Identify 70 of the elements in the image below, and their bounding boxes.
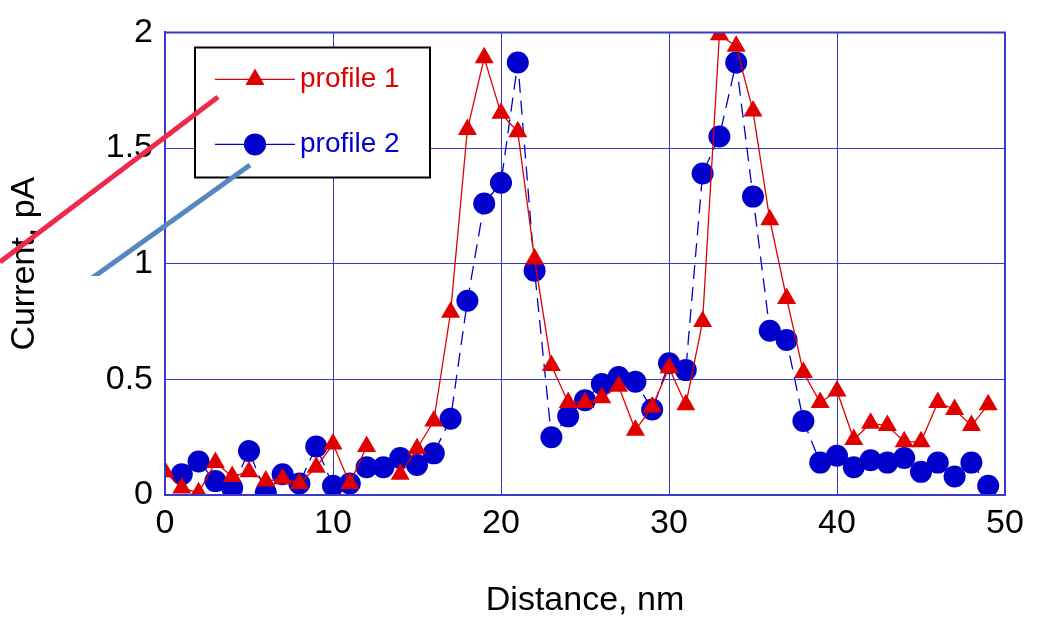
- point: [624, 370, 647, 393]
- point: [861, 412, 881, 429]
- y-tick-label: 1: [134, 242, 153, 281]
- point: [693, 310, 713, 328]
- point: [508, 120, 528, 138]
- point: [928, 391, 948, 408]
- point: [676, 393, 696, 411]
- point: [827, 379, 847, 397]
- point: [187, 450, 210, 473]
- point: [894, 430, 914, 448]
- point: [826, 444, 848, 467]
- point: [424, 409, 444, 427]
- x-tick-label: 30: [650, 501, 688, 540]
- point: [910, 460, 932, 483]
- x-axis-title: Distance, nm: [485, 578, 685, 617]
- x-tick-label: 20: [482, 501, 520, 540]
- legend-label: profile 1: [300, 62, 400, 94]
- point: [960, 451, 983, 474]
- x-tick-label: 50: [986, 501, 1024, 540]
- y-tick-label: 0: [134, 473, 153, 512]
- x-tick-label: 10: [314, 501, 352, 540]
- point: [592, 386, 612, 404]
- y-tick-label: 2: [134, 10, 153, 49]
- point: [977, 474, 1000, 495]
- point: [474, 46, 494, 64]
- point: [760, 208, 780, 226]
- point: [609, 375, 629, 392]
- point: [777, 287, 797, 304]
- point: [390, 463, 410, 480]
- point: [172, 477, 192, 494]
- point: [642, 396, 662, 413]
- point: [943, 465, 966, 488]
- point: [809, 451, 832, 474]
- point: [323, 433, 343, 450]
- legend-label: profile 2: [300, 127, 400, 159]
- point: [961, 414, 981, 432]
- point: [439, 407, 462, 430]
- point: [306, 456, 326, 473]
- point: [491, 102, 511, 119]
- point: [239, 460, 259, 478]
- point: [222, 465, 242, 482]
- point: [256, 470, 276, 487]
- point: [877, 414, 897, 432]
- point: [743, 100, 763, 117]
- point: [893, 446, 916, 469]
- point: [978, 393, 998, 411]
- point: [357, 435, 377, 452]
- point: [558, 391, 578, 408]
- point: [911, 430, 931, 448]
- y-tick-label: 0.5: [105, 357, 153, 396]
- x-tick-label: 40: [818, 501, 856, 540]
- point: [844, 428, 864, 445]
- point: [305, 435, 328, 458]
- point: [792, 409, 815, 432]
- point: [541, 354, 561, 371]
- point: [340, 472, 360, 489]
- point: [457, 118, 477, 136]
- point: [810, 391, 830, 408]
- y-axis-title: Current, pA: [2, 176, 41, 351]
- point: [205, 451, 225, 469]
- point: [793, 361, 813, 378]
- point: [289, 472, 309, 489]
- point: [945, 398, 965, 415]
- point: [625, 419, 645, 436]
- point: [726, 35, 746, 52]
- point: [407, 437, 427, 455]
- point: [926, 451, 949, 474]
- point: [525, 248, 545, 265]
- point: [406, 453, 428, 476]
- point: [441, 301, 461, 318]
